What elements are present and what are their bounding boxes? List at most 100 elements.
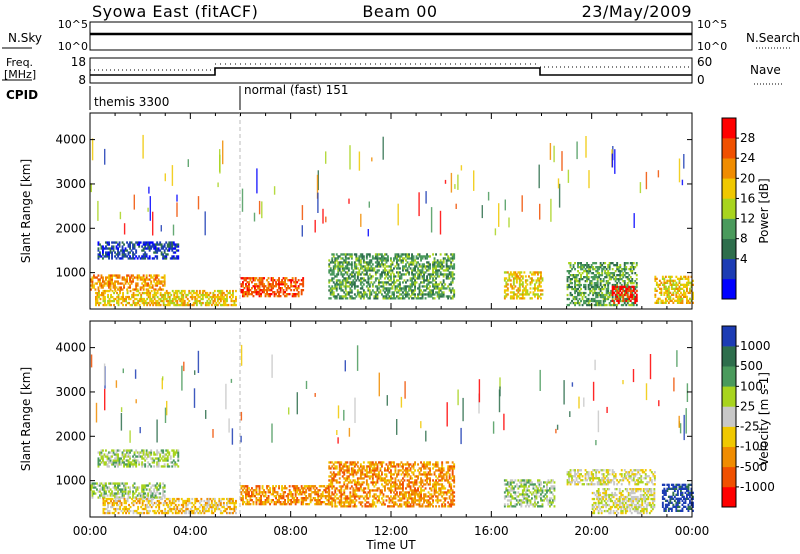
data-cell — [272, 287, 274, 290]
data-cell — [623, 299, 626, 303]
data-cell — [204, 507, 207, 511]
data-cell — [165, 241, 168, 244]
data-cell — [165, 303, 168, 307]
data-cell — [408, 297, 410, 300]
data-cell — [329, 293, 332, 296]
data-cell — [344, 477, 347, 480]
data-cell — [132, 278, 134, 281]
data-cell — [669, 277, 672, 280]
data-cell — [216, 293, 219, 297]
freq-panel: Freq. [MHz] 18 8 60 0 Nave — [2, 55, 782, 87]
data-cell — [385, 275, 388, 278]
data-cell — [329, 471, 332, 474]
data-cell — [100, 492, 103, 495]
data-cell — [331, 287, 334, 290]
data-cell — [616, 262, 619, 265]
data-cell — [153, 288, 156, 291]
data-cell — [388, 297, 391, 300]
data-cell — [176, 289, 179, 293]
data-cell — [346, 479, 349, 482]
data-cell — [399, 277, 401, 280]
data-cell — [115, 494, 118, 497]
data-cell — [450, 283, 453, 286]
data-cell — [302, 281, 305, 284]
data-cell — [346, 273, 349, 276]
data-cell — [408, 293, 410, 296]
data-cell — [346, 497, 349, 500]
data-cell — [350, 261, 353, 264]
data-cell — [305, 489, 308, 492]
data-cell — [142, 253, 145, 256]
data-cell — [203, 289, 206, 293]
data-cell — [387, 277, 389, 280]
data-cell — [135, 463, 138, 466]
data-cell — [127, 461, 130, 464]
data-cell — [177, 457, 180, 460]
data-cell — [144, 505, 147, 509]
data-cell — [634, 301, 637, 304]
data-cell — [177, 497, 180, 501]
data-cell — [248, 287, 250, 290]
data-cell — [334, 259, 337, 262]
data-cell — [232, 499, 234, 503]
data-cell — [344, 287, 347, 290]
data-cell — [207, 509, 210, 513]
data-cell — [347, 261, 350, 264]
data-cell — [359, 255, 362, 258]
data-cell — [164, 501, 167, 505]
data-cell — [133, 253, 136, 256]
data-cell — [684, 277, 687, 280]
data-streak — [639, 182, 642, 194]
data-cell — [142, 286, 145, 289]
data-cell — [355, 259, 358, 262]
data-cell — [264, 501, 267, 504]
data-cell — [314, 491, 317, 494]
data-cell — [99, 280, 101, 283]
data-cell — [664, 291, 667, 294]
data-cell — [248, 491, 250, 494]
data-cell — [152, 497, 155, 501]
data-cell — [367, 261, 370, 264]
data-cell — [453, 277, 456, 280]
data-cell — [607, 264, 610, 267]
data-cell — [149, 499, 152, 503]
colorbar-segment — [722, 178, 736, 199]
data-cell — [655, 301, 658, 304]
data-cell — [331, 285, 334, 288]
data-cell — [602, 301, 605, 305]
data-cell — [140, 511, 143, 515]
data-cell — [152, 301, 155, 305]
data-cell — [179, 509, 182, 513]
data-cell — [126, 455, 128, 458]
data-cell — [598, 303, 601, 307]
data-cell — [632, 287, 635, 290]
data-cell — [148, 482, 151, 485]
data-cell — [445, 275, 448, 278]
data-cell — [169, 247, 172, 250]
data-cell — [388, 271, 391, 274]
data-cell — [242, 281, 244, 284]
data-cell — [450, 297, 453, 300]
data-cell — [111, 282, 113, 285]
data-cell — [324, 497, 327, 500]
data-cell — [376, 289, 379, 292]
data-cell — [215, 503, 218, 507]
data-cell — [448, 287, 451, 290]
data-cell — [599, 266, 602, 269]
data-cell — [512, 287, 515, 290]
data-cell — [408, 257, 410, 260]
data-cell — [387, 297, 389, 300]
data-cell — [175, 245, 178, 248]
data-cell — [317, 497, 320, 500]
data-cell — [125, 295, 127, 299]
data-cell — [183, 499, 186, 503]
data-cell — [335, 283, 338, 286]
freq-tick-top: 18 — [71, 55, 86, 69]
data-cell — [683, 291, 685, 294]
data-cell — [300, 291, 303, 294]
data-cell — [224, 293, 227, 297]
data-streak — [123, 223, 126, 235]
data-cell — [317, 489, 320, 492]
data-cell — [204, 301, 207, 305]
data-cell — [359, 501, 362, 504]
